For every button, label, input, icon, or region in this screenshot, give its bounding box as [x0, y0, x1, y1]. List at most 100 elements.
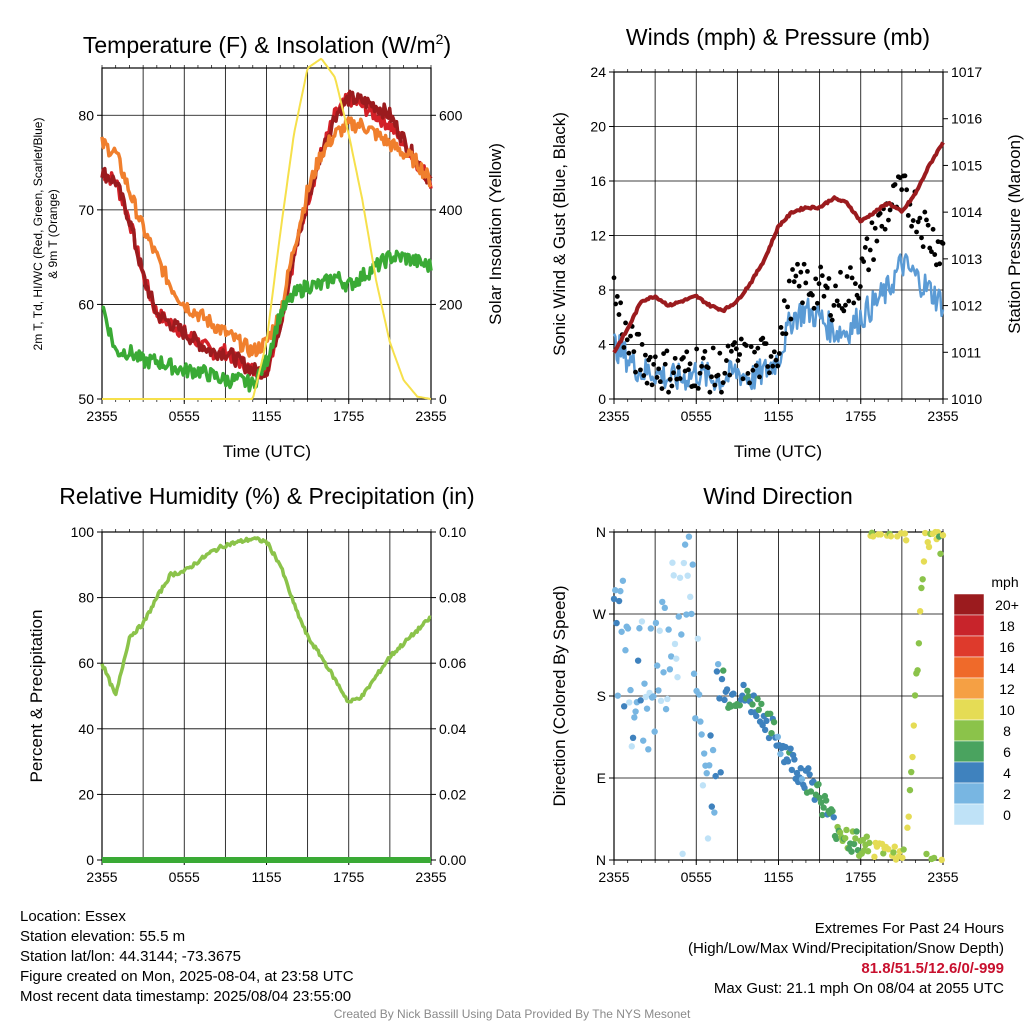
dir-point — [930, 854, 938, 862]
wind-gust-point — [712, 382, 718, 388]
dir-point — [657, 697, 665, 705]
wind-gust-point — [816, 281, 822, 287]
temp-chart-title: Temperature (F) & Insolation (W/m2) — [83, 31, 451, 58]
dir-point — [707, 732, 714, 739]
dir-point — [622, 647, 629, 654]
dir-point — [618, 628, 625, 635]
legend-label: 14 — [999, 660, 1015, 676]
wind-gust-point — [844, 274, 850, 279]
dir-point — [655, 687, 662, 694]
dir-point — [697, 718, 704, 725]
dir-point — [653, 662, 661, 669]
legend-swatch — [953, 593, 985, 616]
wind-gust-point — [922, 209, 928, 215]
wind-gust-point — [809, 292, 815, 298]
wind-gust-point — [892, 182, 898, 187]
wind-y2-tick-label: 1012 — [951, 298, 982, 314]
wind-gust-point — [925, 222, 931, 228]
dir-point — [918, 584, 925, 592]
wind-gust-point — [687, 361, 693, 367]
wind-x-tick-label: 1155 — [763, 408, 793, 424]
dir-point — [744, 687, 751, 694]
dir-point — [871, 853, 878, 861]
dir-y-label: Direction (Colored By Speed) — [550, 585, 569, 806]
dir-point — [869, 533, 877, 540]
wind-gust-point — [740, 376, 746, 382]
dir-x-tick-label: 1155 — [763, 869, 793, 885]
wind-gust-point — [785, 304, 790, 310]
legend-swatch — [953, 782, 985, 805]
wind-x-tick-label: 1755 — [845, 408, 876, 424]
dir-point — [807, 788, 815, 795]
wind-y2-tick-label: 1013 — [951, 251, 982, 267]
wind-gust-point — [702, 349, 708, 354]
dir-point — [689, 561, 696, 568]
wind-gust-point — [641, 373, 647, 378]
wind-gust-point — [899, 187, 905, 193]
wind-gust-point — [831, 302, 837, 308]
dir-point — [777, 750, 784, 758]
dir-point — [669, 559, 676, 566]
dir-point — [626, 699, 633, 706]
dir-point — [634, 657, 642, 664]
wind-gust-point — [932, 252, 938, 257]
wind-gust-point — [745, 370, 751, 376]
dir-point — [617, 587, 624, 595]
wind-y-tick-label: 12 — [590, 228, 606, 244]
wind-gust-point — [877, 211, 883, 216]
wind-y2-tick-label: 1011 — [951, 344, 981, 360]
wind-gust-point — [611, 275, 617, 281]
dir-point — [784, 758, 792, 765]
legend-swatch — [953, 635, 985, 658]
dir-point — [866, 839, 873, 847]
wind-gust-point — [798, 269, 804, 275]
credit-line: Created By Nick Bassill Using Data Provi… — [333, 1007, 691, 1021]
dir-point — [643, 705, 651, 712]
temp-x-tick-label: 1155 — [251, 408, 281, 424]
wind-gust-point — [803, 280, 809, 286]
wind-gust-point — [800, 300, 805, 306]
legend-label: 4 — [1003, 765, 1011, 781]
wind-gust-point — [671, 370, 676, 376]
wind-gust-point — [750, 367, 756, 373]
dir-point — [695, 691, 703, 698]
wind-gust-point — [824, 285, 830, 291]
wind-gust-point — [633, 369, 638, 375]
dir-point — [905, 813, 912, 820]
dir-point — [768, 729, 775, 737]
wind-gust-point — [616, 312, 622, 317]
wind-gust-point — [715, 372, 721, 378]
wind-y2-label: Station Pressure (Maroon) — [1005, 134, 1024, 333]
wind-gust-point — [639, 342, 645, 347]
wind-gust-point — [783, 331, 789, 337]
dir-point — [787, 745, 794, 752]
dir-point — [684, 572, 691, 579]
dir-point — [920, 558, 928, 565]
wind-gust-point — [654, 374, 660, 380]
rh-x-tick-label: 0555 — [169, 869, 200, 885]
max-gust: Max Gust: 21.1 mph On 08/04 at 2055 UTC — [713, 980, 1004, 997]
wind-gust-point — [778, 325, 784, 330]
legend-swatch — [953, 614, 985, 637]
wind-gust-point — [826, 276, 832, 281]
dir-point — [700, 750, 708, 757]
dir-point — [712, 772, 719, 780]
dir-point — [636, 625, 643, 632]
wind-gust-point — [720, 380, 726, 386]
wind-gust-point — [681, 355, 686, 360]
legend-label: 2 — [1003, 786, 1011, 802]
dir-point — [620, 703, 628, 710]
wind-gust-point — [788, 316, 794, 322]
dir-y-tick-label: S — [597, 688, 606, 704]
temp-y-label-2: & 9m T (Orange) — [46, 189, 60, 279]
wind-gust-point — [768, 354, 774, 359]
wind-gust-point — [667, 376, 673, 382]
wind-gust-point — [700, 355, 706, 361]
wind-gust-point — [613, 301, 619, 307]
wind-gust-point — [699, 363, 705, 369]
legend-label: 20+ — [995, 597, 1019, 613]
dir-point — [704, 835, 712, 842]
wind-gust-point — [829, 317, 835, 323]
wind-gust-point — [717, 350, 723, 356]
wind-gust-point — [920, 244, 926, 250]
